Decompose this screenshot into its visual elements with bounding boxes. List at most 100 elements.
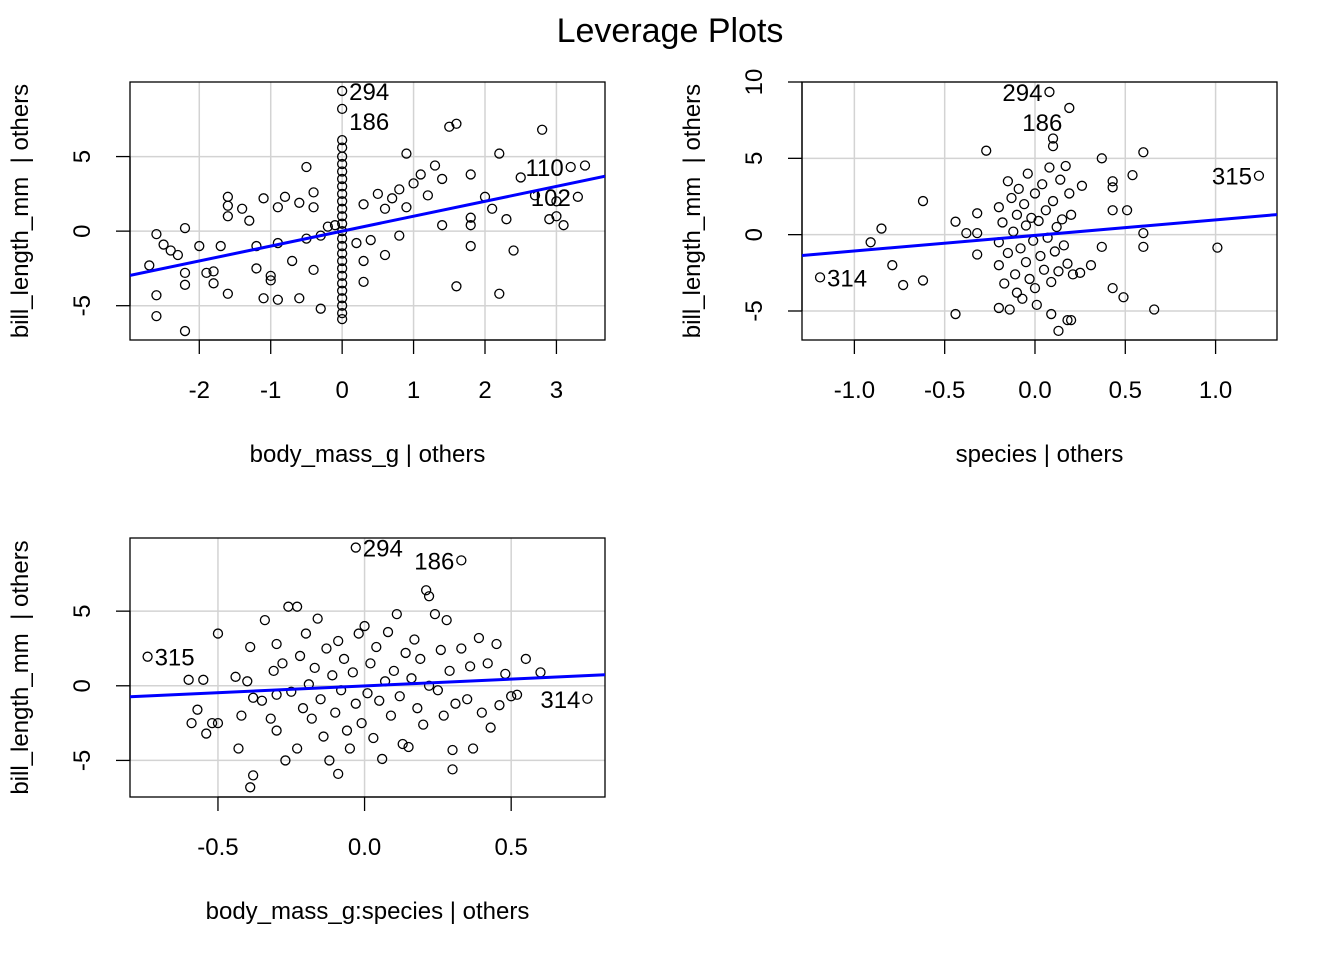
- data-point: [1013, 183, 1024, 195]
- data-point: [277, 658, 288, 669]
- data-point: [1065, 209, 1077, 220]
- data-point: [365, 234, 376, 246]
- data-point: [351, 237, 362, 249]
- data-point: [412, 703, 423, 714]
- data-point: [1107, 282, 1118, 294]
- data-point: [247, 770, 259, 781]
- data-point: [887, 260, 898, 271]
- point-label: 315: [1212, 164, 1252, 191]
- data-point: [544, 214, 555, 225]
- labeled-point: [350, 542, 361, 553]
- data-point: [336, 308, 348, 319]
- data-point: [336, 188, 348, 199]
- data-point: [379, 203, 391, 214]
- data-point: [993, 302, 1005, 314]
- labeled-point: [565, 161, 576, 173]
- data-point: [511, 689, 523, 700]
- data-point: [494, 288, 505, 299]
- data-point: [1020, 256, 1032, 268]
- fit-line: [130, 174, 605, 277]
- data-point: [222, 211, 234, 222]
- point-label: 315: [155, 645, 195, 672]
- data-point: [258, 293, 269, 304]
- data-point: [473, 632, 485, 644]
- data-point: [408, 178, 419, 189]
- data-point: [198, 674, 209, 685]
- data-point: [535, 667, 546, 678]
- y-tick-label: -5: [69, 295, 96, 316]
- data-point: [429, 608, 441, 620]
- data-point: [327, 670, 338, 681]
- data-point: [1046, 308, 1057, 320]
- data-point: [1047, 140, 1059, 152]
- data-point: [179, 267, 191, 279]
- data-point: [423, 591, 435, 602]
- data-point: [1015, 243, 1026, 254]
- data-point: [336, 173, 348, 185]
- data-point: [233, 743, 244, 754]
- data-point: [1076, 180, 1088, 191]
- data-point: [206, 717, 218, 729]
- data-point: [151, 228, 162, 240]
- data-point: [401, 148, 412, 159]
- data-point: [409, 634, 420, 645]
- data-point: [336, 196, 348, 207]
- x-axis-title: species | others: [956, 441, 1124, 468]
- y-axis-title: bill_length_mm | others: [7, 540, 34, 794]
- x-tick-label: -0.5: [924, 377, 965, 404]
- data-point: [222, 191, 234, 202]
- data-point: [467, 743, 479, 754]
- y-axis-title: bill_length_mm | others: [679, 84, 706, 338]
- data-point: [301, 161, 312, 173]
- data-point: [406, 673, 417, 684]
- point-label: 294: [363, 536, 403, 563]
- data-point: [1028, 235, 1039, 246]
- x-tick-label: 0.0: [1018, 377, 1051, 404]
- data-point: [450, 698, 461, 709]
- data-point: [306, 713, 317, 724]
- data-point: [350, 698, 361, 709]
- data-point: [279, 191, 291, 202]
- point-label: 314: [540, 687, 580, 714]
- point-label: 294: [349, 79, 389, 106]
- data-point: [283, 601, 294, 612]
- data-point: [1047, 195, 1059, 207]
- data-point: [1107, 182, 1118, 193]
- data-point: [353, 628, 364, 639]
- data-point: [215, 240, 226, 252]
- data-point: [336, 300, 348, 311]
- data-point: [1018, 198, 1030, 210]
- data-point: [972, 249, 983, 260]
- data-point: [579, 160, 591, 171]
- data-point: [336, 255, 348, 267]
- data-point: [179, 279, 191, 290]
- data-point: [508, 245, 519, 256]
- data-point: [1049, 246, 1061, 257]
- data-point: [397, 738, 408, 750]
- data-point: [179, 325, 191, 337]
- panel-2: -1.0 -0.5 0.0 0.5 1.0 -5 0 5 10 species | others b…: [679, 69, 1278, 468]
- data-point: [486, 203, 498, 214]
- data-point: [1138, 147, 1149, 158]
- data-point: [950, 216, 961, 227]
- data-point: [1038, 264, 1050, 275]
- data-point: [151, 290, 162, 301]
- data-point: [1031, 299, 1042, 311]
- points: [865, 133, 1223, 336]
- data-point: [358, 276, 369, 287]
- data-point: [251, 263, 262, 274]
- data-point: [465, 220, 476, 231]
- data-point: [336, 248, 348, 259]
- data-point: [308, 202, 319, 213]
- y-tick-label: -5: [741, 300, 768, 321]
- data-point: [436, 220, 448, 231]
- data-point: [358, 199, 369, 210]
- point-label: 314: [827, 265, 867, 292]
- data-point: [379, 249, 391, 261]
- data-point: [291, 743, 303, 754]
- data-point: [1058, 240, 1070, 251]
- data-point: [515, 172, 526, 183]
- labeled-point: [582, 693, 593, 704]
- data-point: [1060, 160, 1071, 172]
- data-point: [359, 620, 370, 632]
